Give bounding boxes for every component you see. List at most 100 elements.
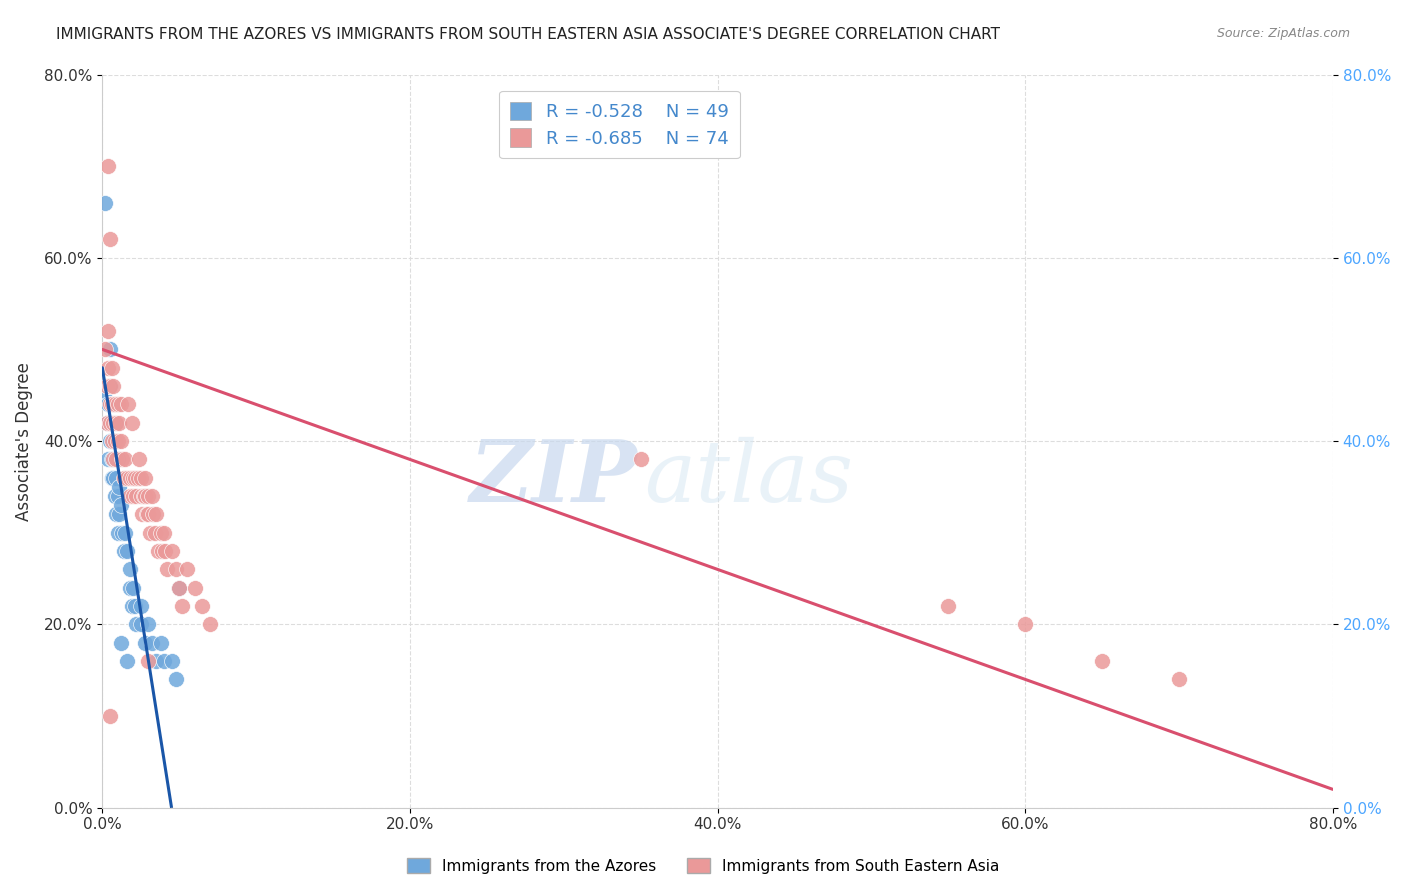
Point xyxy=(153,654,176,668)
Point xyxy=(149,636,172,650)
Point xyxy=(105,508,128,522)
Point xyxy=(115,471,138,485)
Point xyxy=(145,508,167,522)
Text: IMMIGRANTS FROM THE AZORES VS IMMIGRANTS FROM SOUTH EASTERN ASIA ASSOCIATE'S DEG: IMMIGRANTS FROM THE AZORES VS IMMIGRANTS… xyxy=(56,27,1000,42)
Point xyxy=(167,581,190,595)
Point xyxy=(98,416,121,430)
Point xyxy=(142,508,165,522)
Point xyxy=(115,654,138,668)
Point xyxy=(108,508,131,522)
Point xyxy=(100,360,122,375)
Point xyxy=(129,471,152,485)
Point xyxy=(191,599,214,613)
Point xyxy=(104,397,127,411)
Point xyxy=(134,636,156,650)
Point xyxy=(101,434,124,449)
Point xyxy=(107,525,129,540)
Point xyxy=(118,562,141,576)
Point xyxy=(118,581,141,595)
Point xyxy=(138,489,160,503)
Point xyxy=(107,434,129,449)
Point xyxy=(165,673,187,687)
Point xyxy=(165,562,187,576)
Point xyxy=(155,544,177,558)
Point xyxy=(104,489,127,503)
Point xyxy=(98,397,121,411)
Point xyxy=(110,498,132,512)
Point xyxy=(141,636,163,650)
Point xyxy=(129,489,152,503)
Point xyxy=(100,452,122,467)
Point xyxy=(98,379,121,393)
Point xyxy=(110,434,132,449)
Point xyxy=(107,489,129,503)
Point xyxy=(1014,617,1036,632)
Point xyxy=(104,452,127,467)
Point xyxy=(122,581,145,595)
Point xyxy=(1091,654,1114,668)
Point xyxy=(167,581,190,595)
Point xyxy=(125,489,148,503)
Point xyxy=(112,544,135,558)
Point xyxy=(122,471,145,485)
Point xyxy=(131,508,153,522)
Point xyxy=(114,525,136,540)
Point xyxy=(96,416,118,430)
Point xyxy=(134,471,156,485)
Point xyxy=(96,379,118,393)
Point xyxy=(105,471,128,485)
Point xyxy=(121,599,143,613)
Point xyxy=(183,581,205,595)
Point xyxy=(107,452,129,467)
Point xyxy=(105,434,128,449)
Point xyxy=(97,159,120,173)
Point xyxy=(121,416,143,430)
Point xyxy=(97,452,120,467)
Point xyxy=(101,416,124,430)
Point xyxy=(136,508,159,522)
Point xyxy=(145,654,167,668)
Point xyxy=(115,544,138,558)
Point xyxy=(138,654,160,668)
Point xyxy=(124,599,146,613)
Point xyxy=(94,343,117,357)
Point xyxy=(98,416,121,430)
Point xyxy=(156,562,179,576)
Point xyxy=(105,452,128,467)
Point xyxy=(110,636,132,650)
Point xyxy=(141,489,163,503)
Text: atlas: atlas xyxy=(644,436,853,519)
Point xyxy=(1168,673,1191,687)
Point xyxy=(108,416,131,430)
Point xyxy=(124,471,146,485)
Point xyxy=(139,525,162,540)
Point xyxy=(138,617,160,632)
Point xyxy=(101,397,124,411)
Point xyxy=(129,617,152,632)
Point xyxy=(101,379,124,393)
Point xyxy=(176,562,198,576)
Point xyxy=(153,525,176,540)
Point xyxy=(97,397,120,411)
Point xyxy=(100,434,122,449)
Point xyxy=(172,599,194,613)
Point xyxy=(110,397,132,411)
Y-axis label: Associate's Degree: Associate's Degree xyxy=(15,361,32,521)
Point xyxy=(122,489,145,503)
Point xyxy=(134,489,156,503)
Point xyxy=(94,384,117,398)
Point xyxy=(101,471,124,485)
Point xyxy=(100,471,122,485)
Point xyxy=(128,452,150,467)
Point xyxy=(107,397,129,411)
Point xyxy=(111,452,134,467)
Point xyxy=(936,599,959,613)
Point xyxy=(146,544,169,558)
Text: ZIP: ZIP xyxy=(470,436,637,519)
Point xyxy=(114,452,136,467)
Point xyxy=(97,324,120,338)
Point xyxy=(138,508,160,522)
Text: Source: ZipAtlas.com: Source: ZipAtlas.com xyxy=(1216,27,1350,40)
Point xyxy=(127,471,149,485)
Point xyxy=(101,452,124,467)
